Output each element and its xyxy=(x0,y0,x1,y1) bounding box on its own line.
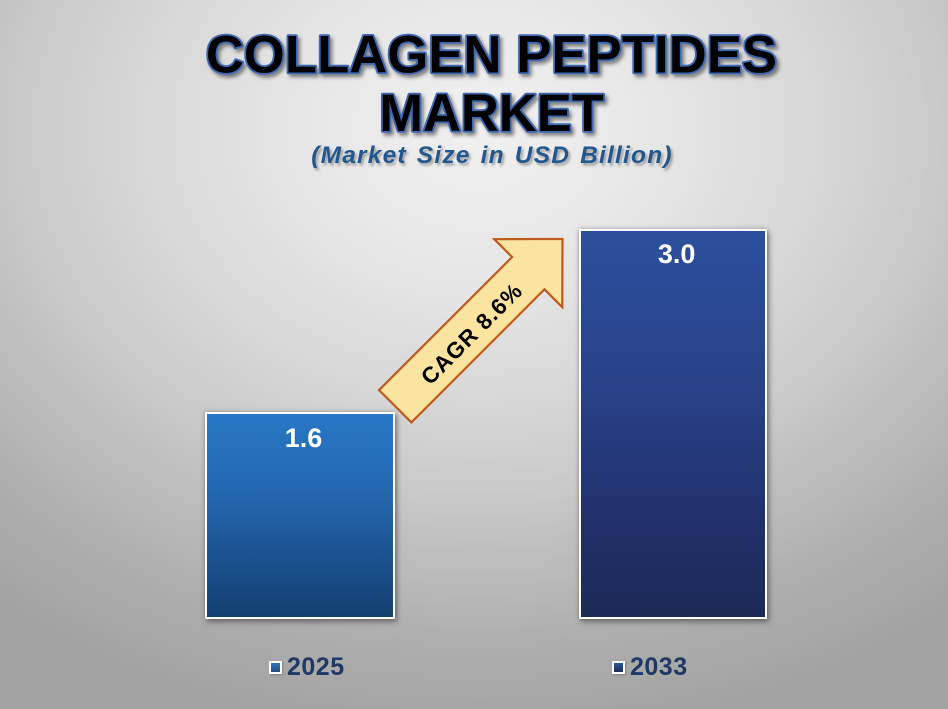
svg-text:CAGR 8.6%: CAGR 8.6% xyxy=(416,278,528,390)
svg-text:COLLAGEN PEPTIDES: COLLAGEN PEPTIDES xyxy=(206,25,777,84)
svg-text:MARKET: MARKET xyxy=(379,84,604,143)
svg-text:(Market Size in USD Billion): (Market Size in USD Billion) xyxy=(311,142,673,169)
